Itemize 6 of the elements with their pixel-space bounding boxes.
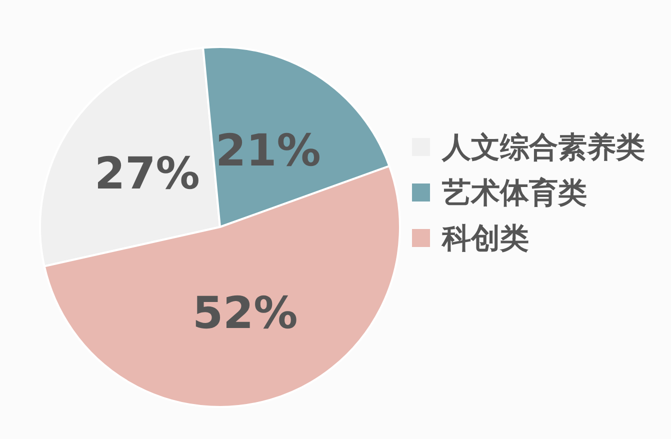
- legend-label: 科创类: [441, 221, 529, 255]
- legend-label: 人文综合素养类: [441, 130, 645, 164]
- data-label: 52%: [192, 288, 298, 339]
- data-label: 21%: [216, 126, 321, 177]
- legend-label: 艺术体育类: [441, 176, 587, 210]
- data-label: 27%: [94, 148, 200, 200]
